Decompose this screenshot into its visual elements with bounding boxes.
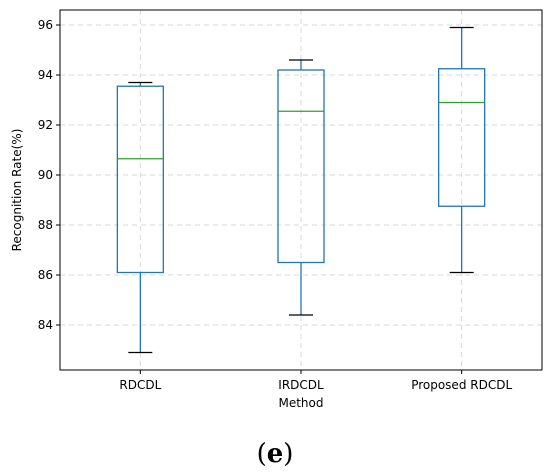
y-tick-label: 90 [38,168,53,182]
box-proposed-rdcdl [438,26,486,274]
figure-caption: (e) [257,439,294,469]
y-tick-label: 94 [38,68,53,82]
box-body [438,68,486,207]
x-axis-label: Method [278,396,323,410]
y-axis: 84 86 88 90 92 94 96 [38,18,60,332]
y-tick-label: 92 [38,118,53,132]
x-tick-label: RDCDL [119,378,161,392]
x-axis: RDCDL IRDCDL Proposed RDCDL [119,370,512,392]
box-body [116,85,164,274]
y-tick-label: 96 [38,18,53,32]
box-series [116,26,486,354]
y-tick-label: 86 [38,268,53,282]
x-tick-label: Proposed RDCDL [411,378,512,392]
caption-letter: e [267,439,284,469]
y-tick-label: 84 [38,318,53,332]
caption-close-paren: ) [283,439,293,469]
y-tick-label: 88 [38,218,53,232]
x-tick-label: IRDCDL [278,378,324,392]
box-rdcdl [116,81,164,354]
box-body [277,69,325,264]
caption-open-paren: ( [257,439,267,469]
y-axis-label: Recognition Rate(%) [10,129,24,252]
box-irdcdl [277,59,325,316]
